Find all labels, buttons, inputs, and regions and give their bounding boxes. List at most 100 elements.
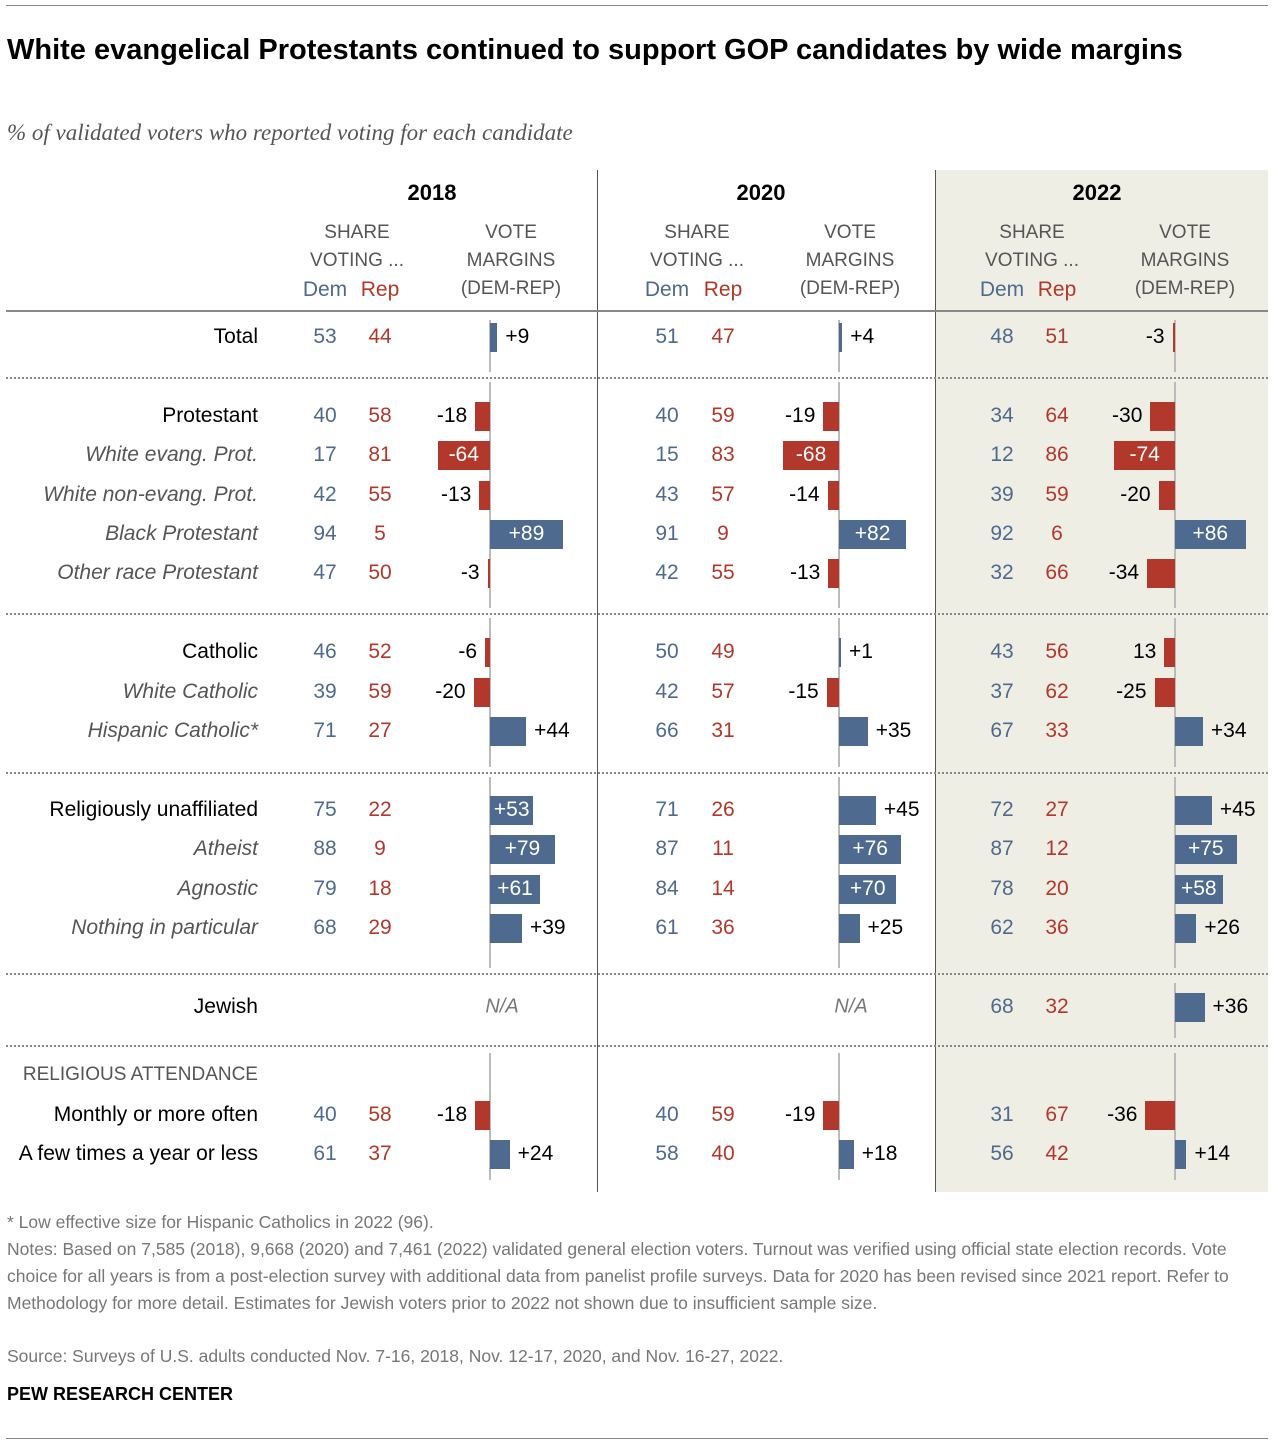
dem-share: 92 — [990, 522, 1014, 545]
rep-header: Rep — [360, 278, 400, 301]
group-divider — [6, 377, 1268, 379]
dem-margin-bar — [1175, 1140, 1187, 1169]
margin-header: (DEM-REP) — [1134, 278, 1236, 299]
margin-label: -30 — [1112, 404, 1143, 427]
footnote-asterisk: * Low effective size for Hispanic Cathol… — [7, 1212, 434, 1232]
margin-header: (DEM-REP) — [799, 278, 901, 299]
rep-header: Rep — [703, 278, 743, 301]
dem-share: 88 — [313, 837, 337, 860]
rep-share: 32 — [1045, 995, 1069, 1018]
header-rule — [6, 310, 1268, 312]
rep-margin-bar — [827, 481, 839, 510]
dem-share: 37 — [990, 680, 1014, 703]
rep-margin-bar — [1114, 441, 1175, 470]
dem-margin-bar — [839, 1140, 854, 1169]
dem-margin-bar — [490, 835, 555, 864]
dem-share: 40 — [655, 1103, 679, 1126]
margin-label: +89 — [508, 522, 545, 545]
rep-share: 50 — [368, 561, 392, 584]
dem-share: 40 — [313, 404, 337, 427]
chart-subtitle: % of validated voters who reported votin… — [7, 120, 573, 145]
share-header: SHARE — [324, 222, 390, 243]
margin-label: +86 — [1192, 522, 1229, 545]
rep-share: 40 — [711, 1142, 735, 1165]
dem-margin-bar — [490, 914, 522, 943]
dem-share: 34 — [990, 404, 1014, 427]
rep-share: 55 — [711, 561, 735, 584]
highlight-2022-background — [935, 170, 1268, 1192]
rep-margin-bar — [1150, 402, 1175, 431]
margin-label: -18 — [436, 404, 468, 427]
top-rule — [6, 5, 1268, 6]
zero-axis-line — [1174, 777, 1176, 968]
margin-label: -13 — [440, 483, 472, 506]
row-label: White non-evang. Prot. — [43, 483, 258, 506]
rep-margin-bar — [437, 441, 490, 470]
margin-label: -20 — [1120, 483, 1151, 506]
dem-margin-bar — [490, 1140, 510, 1169]
rep-margin-bar — [823, 1101, 839, 1130]
share-header: SHARE — [999, 222, 1065, 243]
margin-header: MARGINS — [805, 250, 895, 271]
dem-margin-bar — [1175, 796, 1212, 825]
margin-label: +35 — [875, 719, 912, 742]
dem-share: 31 — [990, 1103, 1014, 1126]
row-label: Atheist — [193, 837, 258, 860]
dem-share: 15 — [655, 443, 679, 466]
margin-label: +82 — [854, 522, 891, 545]
share-header: SHARE — [664, 222, 730, 243]
margin-label: +4 — [850, 325, 875, 348]
margin-label: +70 — [849, 877, 886, 900]
dem-margin-bar — [839, 875, 897, 904]
margin-label: -74 — [1129, 443, 1160, 466]
dem-header: Dem — [302, 278, 348, 301]
row-label: Monthly or more often — [53, 1103, 258, 1126]
zero-axis-line — [838, 618, 840, 767]
dem-share: 17 — [313, 443, 337, 466]
rep-margin-bar — [1164, 638, 1175, 667]
zero-axis-line — [1174, 618, 1176, 767]
dem-share: 42 — [313, 483, 337, 506]
rep-margin-bar — [479, 481, 490, 510]
margin-label: -34 — [1108, 561, 1140, 584]
row-label: Agnostic — [177, 877, 258, 900]
zero-axis-line — [1174, 320, 1176, 372]
footnote-source: Source: Surveys of U.S. adults conducted… — [7, 1346, 784, 1366]
row-label: Other race Protestant — [57, 561, 258, 584]
rep-share: 57 — [711, 483, 735, 506]
margin-label: -14 — [789, 483, 820, 506]
rep-share: 22 — [368, 798, 392, 821]
margin-label: +18 — [861, 1142, 898, 1165]
dem-share: 47 — [313, 561, 337, 584]
row-label: White Catholic — [122, 680, 258, 703]
margin-header: VOTE — [1159, 222, 1211, 243]
margin-label: +34 — [1210, 719, 1247, 742]
dem-share: 79 — [313, 877, 337, 900]
margin-label: +26 — [1204, 916, 1240, 939]
rep-margin-bar — [1145, 1101, 1175, 1130]
margin-label: +53 — [493, 798, 530, 821]
dem-share: 87 — [990, 837, 1014, 860]
group-divider — [6, 973, 1268, 975]
rep-share: 9 — [717, 522, 729, 545]
dem-margin-bar — [1175, 875, 1223, 904]
margin-label: +61 — [497, 877, 533, 900]
margin-header: MARGINS — [466, 250, 556, 271]
dem-share: 71 — [655, 798, 679, 821]
dem-margin-bar — [839, 717, 868, 746]
dem-share: 42 — [655, 680, 679, 703]
dem-share: 61 — [313, 1142, 337, 1165]
margin-label: +14 — [1194, 1142, 1231, 1165]
margin-label: -20 — [435, 680, 466, 703]
rep-share: 56 — [1045, 640, 1069, 663]
footnote-notes: Notes: Based on 7,585 (2018), 9,668 (202… — [7, 1239, 1229, 1313]
dem-margin-bar — [1175, 993, 1205, 1022]
margin-label: +79 — [504, 837, 541, 860]
margin-label: -6 — [458, 640, 478, 663]
rep-margin-bar — [1172, 323, 1175, 352]
group-divider — [6, 613, 1268, 615]
row-label: Total — [213, 325, 258, 348]
rep-share: 47 — [711, 325, 735, 348]
margin-label: -25 — [1116, 680, 1147, 703]
